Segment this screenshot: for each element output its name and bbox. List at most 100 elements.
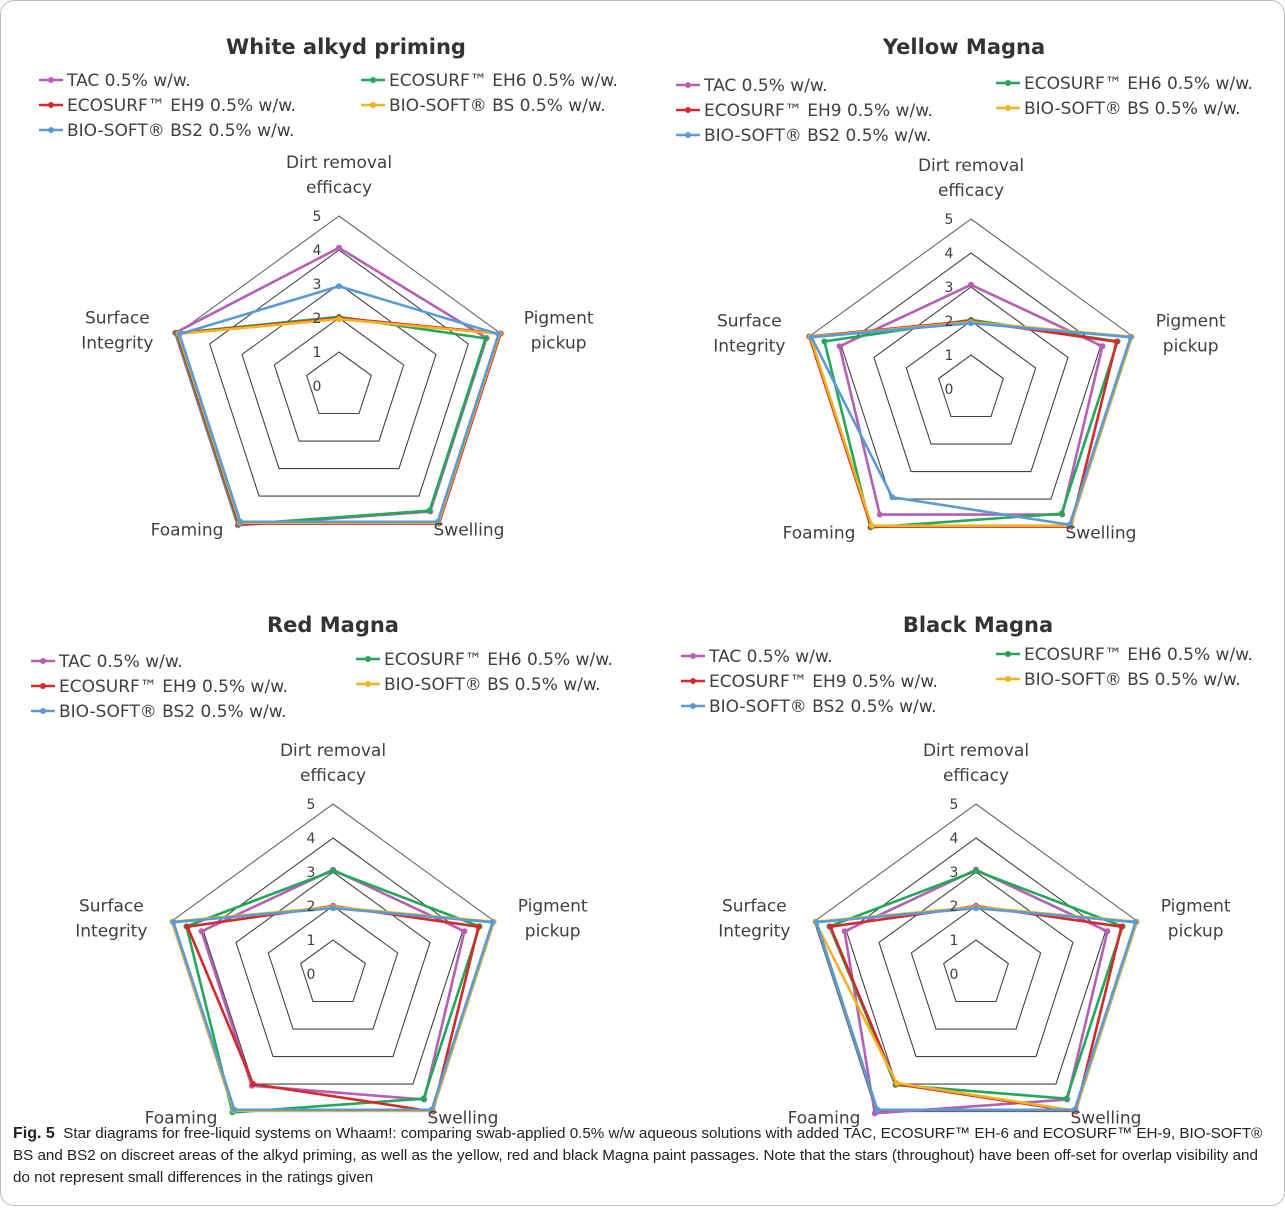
axis-label: Swelling xyxy=(1066,524,1137,544)
series-line xyxy=(186,904,480,1113)
radar-chart-panel: Yellow Magna TAC 0.5% w/w. ECOSURF™ EH6 0.… xyxy=(641,26,1281,626)
tick-label: 4 xyxy=(307,831,316,847)
tick-label: 0 xyxy=(307,967,316,983)
series-3 xyxy=(174,315,504,527)
legend-label: ECOSURF™ EH9 0.5% w/w. xyxy=(67,96,296,116)
data-point xyxy=(1132,919,1139,926)
radar-chart: White alkyd priming TAC 0.5% w/w. ECOSURF™… xyxy=(39,35,618,541)
legend-item: ECOSURF™ EH9 0.5% w/w. xyxy=(676,101,933,121)
series-5 xyxy=(808,320,1134,528)
data-point xyxy=(330,905,336,912)
tick-label: 1 xyxy=(313,345,322,361)
data-point xyxy=(1099,343,1106,350)
legend-marker xyxy=(48,102,54,108)
radar-chart-panel: White alkyd priming TAC 0.5% w/w. ECOSURF™… xyxy=(1,26,641,626)
axis-label: Pigment pickup xyxy=(524,308,594,353)
legend-label: ECOSURF™ EH9 0.5% w/w. xyxy=(709,672,938,692)
caption-label: Fig. 5 xyxy=(13,1125,55,1142)
data-point xyxy=(231,1106,238,1113)
legend-label: ECOSURF™ EH9 0.5% w/w. xyxy=(59,677,288,697)
legend-marker xyxy=(1005,651,1011,657)
legend-marker xyxy=(1005,105,1011,111)
radar-chart-panel: Black Magna TAC 0.5% w/w. ECOSURF™ EH6 0.5… xyxy=(641,609,1281,1209)
data-point xyxy=(184,923,191,930)
legend-label: ECOSURF™ EH9 0.5% w/w. xyxy=(704,101,933,121)
series-line xyxy=(810,321,1132,527)
grid-ring xyxy=(813,803,1139,1113)
chart-title: Yellow Magna xyxy=(882,35,1045,59)
grid-ring xyxy=(241,283,437,470)
caption-text: Star diagrams for free-liquid systems on… xyxy=(13,1125,1263,1186)
tick-label: 3 xyxy=(313,277,322,293)
grid-ring xyxy=(267,905,399,1030)
tick-label: 5 xyxy=(945,212,954,228)
legend-marker xyxy=(48,127,54,133)
series-3 xyxy=(806,318,1120,530)
data-point xyxy=(489,919,496,926)
tick-label: 4 xyxy=(313,243,322,259)
grid-ring xyxy=(905,320,1037,445)
series-1 xyxy=(198,866,468,1103)
data-point xyxy=(821,338,828,345)
tick-label: 4 xyxy=(945,246,954,262)
legend-item: BIO-SOFT® BS 0.5% w/w. xyxy=(356,675,601,695)
axis-label: Pigment pickup xyxy=(1156,311,1226,356)
axis-label: Foaming xyxy=(783,524,856,544)
axis-label: Surface Integrity xyxy=(718,896,790,941)
legend-label: TAC 0.5% w/w. xyxy=(708,647,833,667)
legend-marker xyxy=(685,82,691,88)
data-point xyxy=(968,281,974,288)
legend-label: BIO-SOFT® BS2 0.5% w/w. xyxy=(67,121,294,141)
radar-chart: Black Magna TAC 0.5% w/w. ECOSURF™ EH6 0.5… xyxy=(681,613,1253,1129)
legend-label: BIO-SOFT® BS 0.5% w/w. xyxy=(1024,99,1241,119)
tick-label: 2 xyxy=(945,314,954,330)
legend-marker xyxy=(690,653,696,659)
series-line xyxy=(172,906,494,1112)
radar-chart: Yellow Magna TAC 0.5% w/w. ECOSURF™ EH6 0.… xyxy=(676,35,1253,544)
legend-item: BIO-SOFT® BS 0.5% w/w. xyxy=(996,99,1241,119)
data-point xyxy=(1127,334,1134,341)
axis-label: Swelling xyxy=(434,521,505,541)
axis-label: Foaming xyxy=(788,1109,861,1129)
data-point xyxy=(876,511,883,518)
legend-marker xyxy=(685,107,691,113)
series-line xyxy=(823,318,1119,529)
data-point xyxy=(482,335,489,342)
tick-label: 3 xyxy=(950,865,959,881)
data-point xyxy=(813,919,820,926)
tick-label: 1 xyxy=(945,348,954,364)
series-line xyxy=(174,315,487,526)
legend-item: BIO-SOFT® BS2 0.5% w/w. xyxy=(31,702,286,722)
legend-item: TAC 0.5% w/w. xyxy=(676,76,828,96)
data-point xyxy=(495,331,502,338)
data-point xyxy=(836,343,843,350)
legend-item: BIO-SOFT® BS 0.5% w/w. xyxy=(996,670,1241,690)
legend-marker xyxy=(1005,80,1011,86)
data-point xyxy=(336,316,342,323)
series-4 xyxy=(175,316,503,526)
data-point xyxy=(176,331,183,338)
legend-item: ECOSURF™ EH6 0.5% w/w. xyxy=(996,74,1253,94)
legend-label: BIO-SOFT® BS 0.5% w/w. xyxy=(1024,670,1241,690)
tick-label: 0 xyxy=(950,967,959,983)
tick-label: 5 xyxy=(313,209,322,225)
tick-label: 3 xyxy=(307,865,316,881)
legend-marker xyxy=(370,102,376,108)
data-point xyxy=(973,867,979,874)
series-4 xyxy=(812,904,1140,1114)
figure-caption: Fig. 5 Star diagrams for free-liquid sys… xyxy=(13,1123,1273,1189)
legend-label: ECOSURF™ EH6 0.5% w/w. xyxy=(1024,74,1253,94)
data-point xyxy=(250,1081,257,1088)
legend-marker xyxy=(40,708,46,714)
series-line xyxy=(815,906,1137,1112)
legend-item: ECOSURF™ EH9 0.5% w/w. xyxy=(31,677,288,697)
series-5 xyxy=(813,905,1139,1113)
axis-label: Dirt removal efficacy xyxy=(280,741,386,786)
legend-item: BIO-SOFT® BS2 0.5% w/w. xyxy=(39,121,294,141)
legend-label: ECOSURF™ EH6 0.5% w/w. xyxy=(384,650,613,670)
series-2 xyxy=(173,313,489,528)
grid-ring xyxy=(273,317,405,442)
legend-item: TAC 0.5% w/w. xyxy=(39,71,191,91)
legend-item: ECOSURF™ EH6 0.5% w/w. xyxy=(996,645,1253,665)
tick-label: 1 xyxy=(307,933,316,949)
